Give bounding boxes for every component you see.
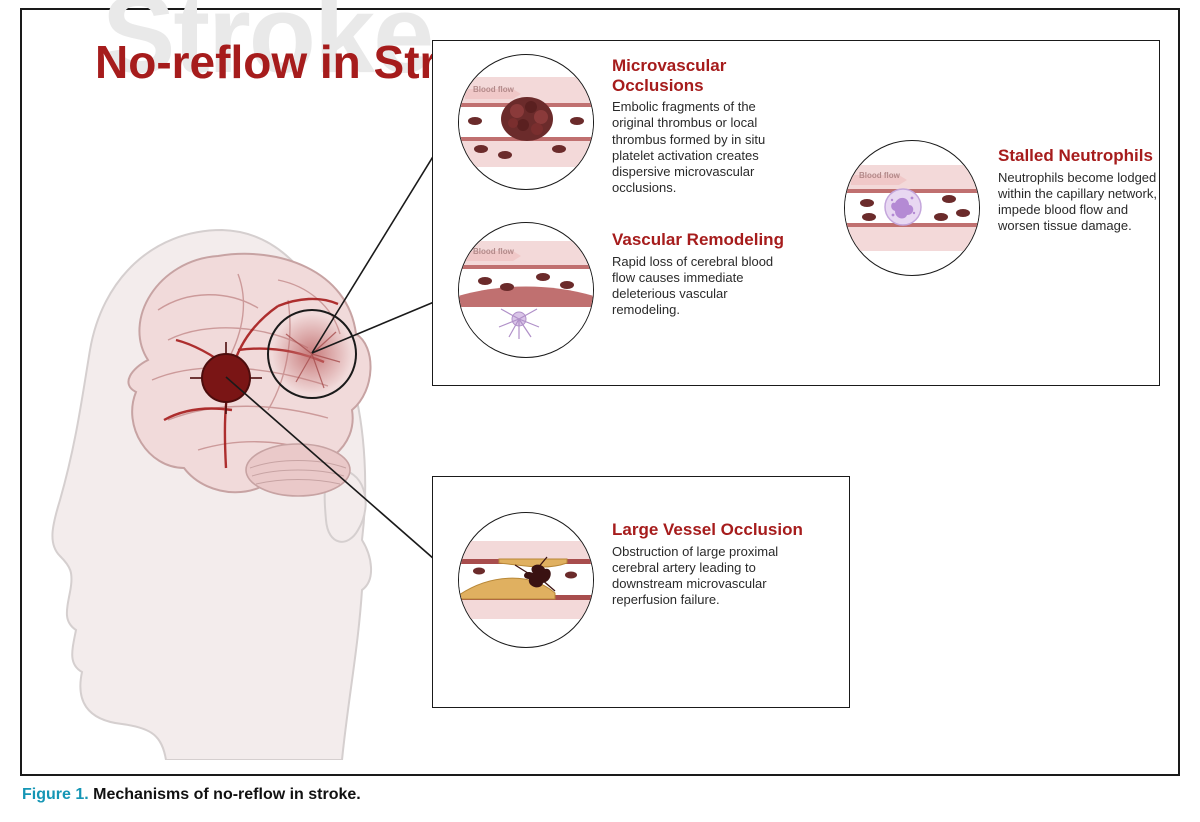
focus-ring-icon bbox=[268, 310, 356, 398]
figure-number: Figure 1. bbox=[22, 786, 89, 803]
figure-caption-text: Mechanisms of no-reflow in stroke. bbox=[93, 786, 361, 803]
microvascular-body: Embolic fragments of the original thromb… bbox=[612, 99, 800, 197]
brain-illustration bbox=[42, 220, 388, 760]
neutrophils-body: Neutrophils become lodged within the cap… bbox=[998, 170, 1158, 235]
large-vessel-title: Large Vessel Occlusion bbox=[612, 520, 812, 540]
neutrophils-title: Stalled Neutrophils bbox=[998, 146, 1158, 166]
large-vessel-text: Large Vessel Occlusion Obstruction of la… bbox=[612, 520, 812, 609]
microvascular-text: Microvascular Occlusions Embolic fragmen… bbox=[612, 56, 800, 197]
vascular-text: Vascular Remodeling Rapid loss of cerebr… bbox=[612, 230, 792, 319]
figure-caption: Figure 1. Mechanisms of no-reflow in str… bbox=[22, 786, 361, 804]
neutrophils-text: Stalled Neutrophils Neutrophils become l… bbox=[998, 146, 1158, 235]
blood-flow-label: Blood flow bbox=[473, 247, 514, 256]
stalled-neutrophils-icon: Blood flow bbox=[844, 140, 980, 276]
blood-flow-label: Blood flow bbox=[473, 85, 514, 94]
large-vessel-body: Obstruction of large proximal cerebral a… bbox=[612, 544, 812, 609]
figure-stage: Stroke bbox=[0, 0, 1200, 822]
vascular-remodeling-icon: Blood flow bbox=[458, 222, 594, 358]
vascular-title: Vascular Remodeling bbox=[612, 230, 792, 250]
vascular-body: Rapid loss of cerebral blood flow causes… bbox=[612, 254, 792, 319]
large-vessel-icon bbox=[458, 512, 594, 648]
microvascular-title: Microvascular Occlusions bbox=[612, 56, 800, 95]
blood-flow-label: Blood flow bbox=[859, 171, 900, 180]
microvascular-icon: Blood flow bbox=[458, 54, 594, 190]
